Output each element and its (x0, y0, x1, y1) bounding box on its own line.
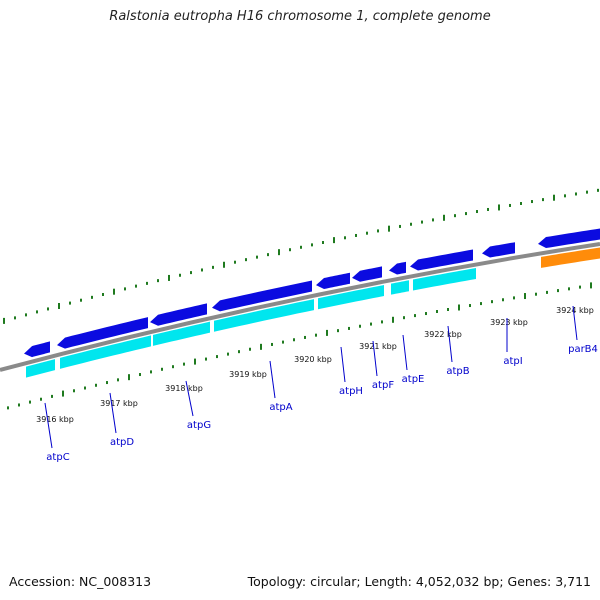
forward-cds-arrow[interactable] (150, 303, 207, 326)
gene-label[interactable]: atpF (372, 380, 394, 391)
reverse-cds-arrow[interactable] (318, 285, 384, 310)
scale-label: 3920 kbp (294, 355, 332, 364)
forward-cds-arrow[interactable] (389, 261, 406, 275)
forward-cds-arrow[interactable] (212, 280, 312, 312)
forward-cds-arrow[interactable] (352, 266, 382, 282)
gene-label[interactable]: atpI (503, 356, 522, 367)
gene-label[interactable]: atpE (402, 374, 425, 385)
genome-summary-text: Topology: circular; Length: 4,052,032 bp… (247, 574, 591, 589)
gene-label[interactable]: atpC (46, 452, 69, 463)
gene-leader-line (44, 402, 53, 449)
reverse-cds-track[interactable] (26, 247, 600, 378)
gene-leader-line (185, 380, 194, 417)
accession-text: Accession: NC_008313 (9, 574, 152, 589)
gc-content-track (3, 188, 599, 324)
reverse-cds-arrow[interactable] (26, 359, 55, 378)
forward-cds-arrow[interactable] (410, 249, 473, 271)
gene-leader-line (269, 360, 276, 399)
gene-leader-line (372, 340, 378, 377)
gene-label[interactable]: atpB (446, 366, 469, 377)
scale-label: 3923 kbp (490, 318, 528, 327)
forward-cds-arrow[interactable] (57, 317, 148, 349)
reverse-cds-arrow[interactable] (391, 280, 409, 295)
scale-label: 3922 kbp (424, 330, 462, 339)
map-title: Ralstonia eutropha H16 chromosome 1, com… (109, 9, 491, 24)
forward-cds-arrow[interactable] (482, 242, 515, 258)
scale-label: 3916 kbp (36, 415, 74, 424)
scale-label: 3917 kbp (100, 399, 138, 408)
scale-label: 3924 kbp (556, 306, 594, 315)
gene-label[interactable]: atpD (110, 437, 134, 448)
forward-cds-track[interactable] (24, 228, 600, 358)
gene-leader-line (109, 392, 117, 434)
reverse-cds-arrow[interactable] (60, 335, 151, 369)
gene-label[interactable]: atpH (339, 386, 363, 397)
gene-leader-line (402, 334, 408, 371)
scale-minor-ticks (7, 282, 592, 410)
gene-leader-line (572, 305, 578, 341)
gene-leader-line (340, 346, 346, 383)
orange-cds-arrow[interactable] (541, 247, 600, 268)
gene-label[interactable]: parB4 (568, 344, 598, 355)
reverse-cds-arrow[interactable] (153, 321, 210, 346)
gene-leader-line (447, 325, 453, 363)
gene-label[interactable]: atpA (269, 402, 292, 413)
scale-label: 3921 kbp (359, 342, 397, 351)
forward-cds-arrow[interactable] (538, 228, 600, 249)
chromosome-backbone (0, 242, 600, 372)
reverse-cds-arrow[interactable] (413, 267, 476, 291)
reverse-cds-arrow[interactable] (214, 299, 314, 332)
forward-cds-arrow[interactable] (24, 341, 50, 358)
forward-cds-arrow[interactable] (316, 272, 350, 290)
scale-labels: 3916 kbp 3917 kbp 3918 kbp 3919 kbp 3920 kbp… (36, 306, 594, 424)
gene-labels: atpC atpD atpG atpA atpH atpF atpE atpB atpI parB… (44, 305, 598, 463)
scale-label: 3918 kbp (165, 384, 203, 393)
scale-label: 3919 kbp (229, 370, 267, 379)
gene-label[interactable]: atpG (187, 420, 211, 431)
